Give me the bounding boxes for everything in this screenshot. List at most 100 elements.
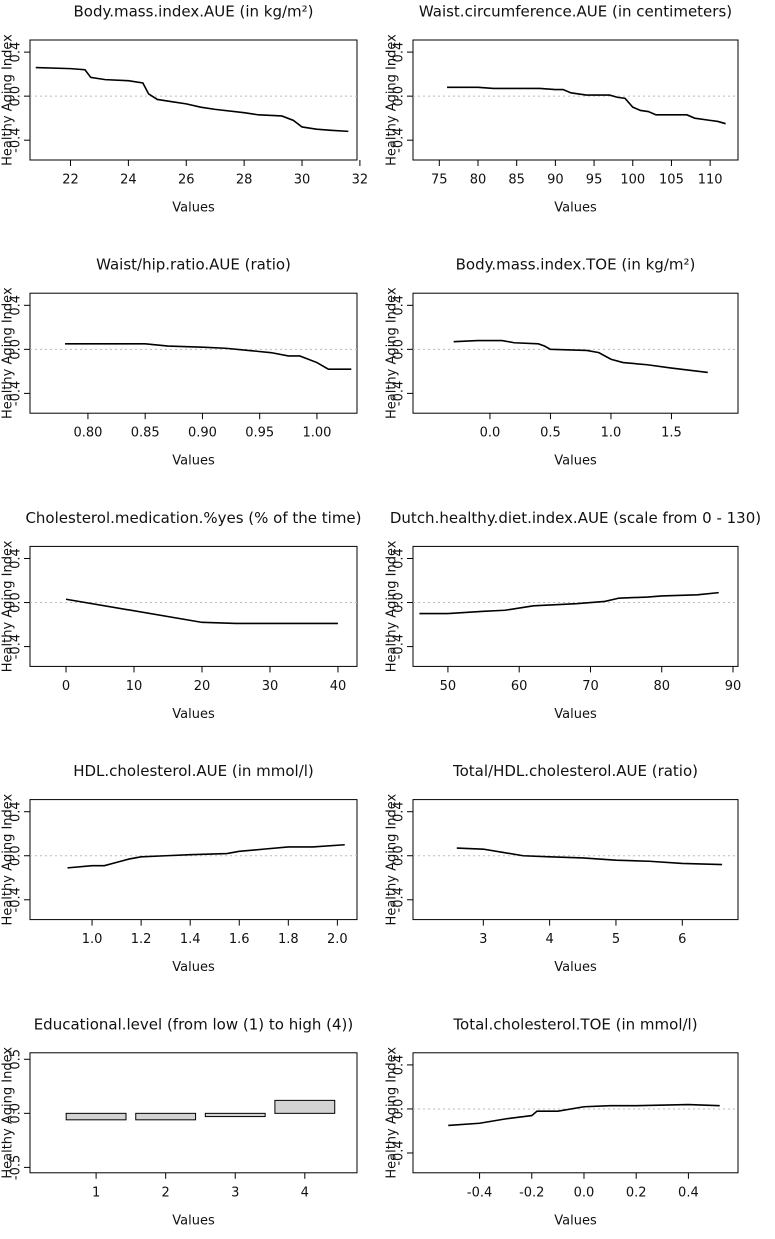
x-axis-label: Values bbox=[172, 454, 215, 469]
x-tick-label: 4 bbox=[301, 1185, 309, 1200]
plot-box bbox=[29, 292, 358, 414]
y-tick-label: 0.0 bbox=[9, 845, 24, 866]
data-line bbox=[453, 339, 708, 374]
y-tick-label: 0.4 bbox=[392, 548, 407, 569]
y-axis-label: Healthy Aging Index bbox=[385, 1047, 400, 1179]
x-tick-label: 1.6 bbox=[229, 932, 250, 947]
x-tick-label: 3 bbox=[231, 1185, 239, 1200]
y-tick-label: 0.0 bbox=[392, 845, 407, 866]
x-tick-label: 1.00 bbox=[302, 426, 331, 441]
data-line bbox=[447, 86, 726, 125]
x-tick-label: 105 bbox=[659, 173, 684, 188]
x-tick-label: 22 bbox=[62, 173, 79, 188]
x-axis-label: Values bbox=[172, 201, 215, 216]
y-tick-label: 0.4 bbox=[9, 295, 24, 316]
x-tick-label: 5 bbox=[612, 932, 620, 947]
panel-title: Total/HDL.cholesterol.AUE (ratio) bbox=[452, 762, 698, 780]
data-line bbox=[65, 598, 338, 625]
x-tick-label: 2.0 bbox=[327, 932, 348, 947]
y-tick-label: 0.4 bbox=[392, 42, 407, 63]
y-axis-label: Healthy Aging Index bbox=[1, 287, 16, 419]
x-tick-label: 0.4 bbox=[678, 1185, 699, 1200]
x-axis-label: Values bbox=[172, 1213, 215, 1228]
y-tick-label: 0.0 bbox=[392, 592, 407, 613]
x-tick-label: 32 bbox=[352, 173, 369, 188]
y-axis-label: Healthy Aging Index bbox=[1, 793, 16, 925]
y-axis-label: Healthy Aging Index bbox=[385, 793, 400, 925]
y-tick-label: 0.0 bbox=[9, 86, 24, 107]
x-tick-label: 80 bbox=[653, 679, 670, 694]
y-axis-label: Healthy Aging Index bbox=[1, 1047, 16, 1179]
plot-box bbox=[412, 1052, 739, 1174]
y-tick-label: 0.0 bbox=[392, 1099, 407, 1120]
data-line bbox=[448, 1103, 720, 1127]
y-axis-label: Healthy Aging Index bbox=[385, 34, 400, 166]
x-tick-label: 1.8 bbox=[278, 932, 299, 947]
y-tick-label: 0.0 bbox=[392, 86, 407, 107]
y-tick-label: -0.4 bbox=[392, 634, 407, 659]
x-tick-label: 0.5 bbox=[540, 426, 561, 441]
panel-title: Waist.circumference.AUE (in centimeters) bbox=[419, 3, 732, 21]
x-tick-label: 2 bbox=[162, 1185, 170, 1200]
plot-box bbox=[412, 292, 739, 414]
y-axis-label: Healthy Aging Index bbox=[1, 540, 16, 672]
x-tick-label: 0.2 bbox=[626, 1185, 647, 1200]
y-tick-label: 0.4 bbox=[392, 295, 407, 316]
x-tick-label: -0.4 bbox=[467, 1185, 492, 1200]
y-axis-label: Healthy Aging Index bbox=[1, 34, 16, 166]
x-tick-label: 30 bbox=[262, 679, 279, 694]
x-tick-label: 0.95 bbox=[245, 426, 274, 441]
x-axis-label: Values bbox=[554, 454, 597, 469]
plot-box bbox=[412, 545, 739, 667]
data-line bbox=[67, 843, 345, 869]
bar bbox=[274, 1099, 336, 1114]
panel-title: Waist/hip.ratio.AUE (ratio) bbox=[96, 256, 291, 274]
x-tick-label: 0.90 bbox=[188, 426, 217, 441]
data-line bbox=[456, 847, 723, 866]
data-line bbox=[419, 591, 719, 615]
plot-box bbox=[29, 799, 358, 921]
y-tick-label: -0.4 bbox=[9, 381, 24, 406]
data-line bbox=[65, 343, 352, 370]
panel-title: HDL.cholesterol.AUE (in mmol/l) bbox=[73, 762, 314, 780]
plot-box bbox=[412, 39, 739, 161]
y-tick-label: -0.4 bbox=[392, 127, 407, 152]
x-tick-label: 70 bbox=[582, 679, 599, 694]
y-tick-label: 0.4 bbox=[9, 548, 24, 569]
y-tick-label: -0.4 bbox=[9, 127, 24, 152]
x-tick-label: 30 bbox=[294, 173, 311, 188]
x-tick-label: 75 bbox=[431, 173, 448, 188]
x-tick-label: 90 bbox=[725, 679, 742, 694]
plot-box bbox=[29, 1052, 358, 1174]
x-tick-label: 40 bbox=[330, 679, 347, 694]
x-tick-label: 80 bbox=[470, 173, 487, 188]
y-tick-label: -0.4 bbox=[392, 381, 407, 406]
bar bbox=[65, 1112, 127, 1121]
panel-title: Dutch.healthy.diet.index.AUE (scale from… bbox=[390, 509, 761, 527]
x-tick-label: 0.80 bbox=[73, 426, 102, 441]
x-tick-label: 60 bbox=[511, 679, 528, 694]
y-tick-label: 0.0 bbox=[392, 339, 407, 360]
x-tick-label: 1.4 bbox=[180, 932, 201, 947]
y-axis-label: Healthy Aging Index bbox=[385, 287, 400, 419]
x-tick-label: 50 bbox=[440, 679, 457, 694]
data-line bbox=[35, 66, 349, 133]
x-axis-label: Values bbox=[172, 707, 215, 722]
x-tick-label: 110 bbox=[698, 173, 723, 188]
y-tick-label: 0.4 bbox=[392, 1055, 407, 1076]
y-tick-label: -0.4 bbox=[9, 634, 24, 659]
y-tick-label: -0.4 bbox=[392, 1140, 407, 1165]
x-axis-label: Values bbox=[554, 707, 597, 722]
panel-title: Body.mass.index.TOE (in kg/m²) bbox=[456, 256, 696, 274]
x-tick-label: 24 bbox=[120, 173, 137, 188]
y-tick-label: 0.5 bbox=[9, 1049, 24, 1070]
y-tick-label: 0.0 bbox=[9, 1103, 24, 1124]
x-tick-label: 1.0 bbox=[601, 426, 622, 441]
x-axis-label: Values bbox=[172, 960, 215, 975]
x-tick-label: 85 bbox=[508, 173, 525, 188]
x-tick-label: 100 bbox=[620, 173, 645, 188]
x-tick-label: 28 bbox=[236, 173, 253, 188]
x-tick-label: 4 bbox=[545, 932, 553, 947]
plot-box bbox=[29, 545, 358, 667]
